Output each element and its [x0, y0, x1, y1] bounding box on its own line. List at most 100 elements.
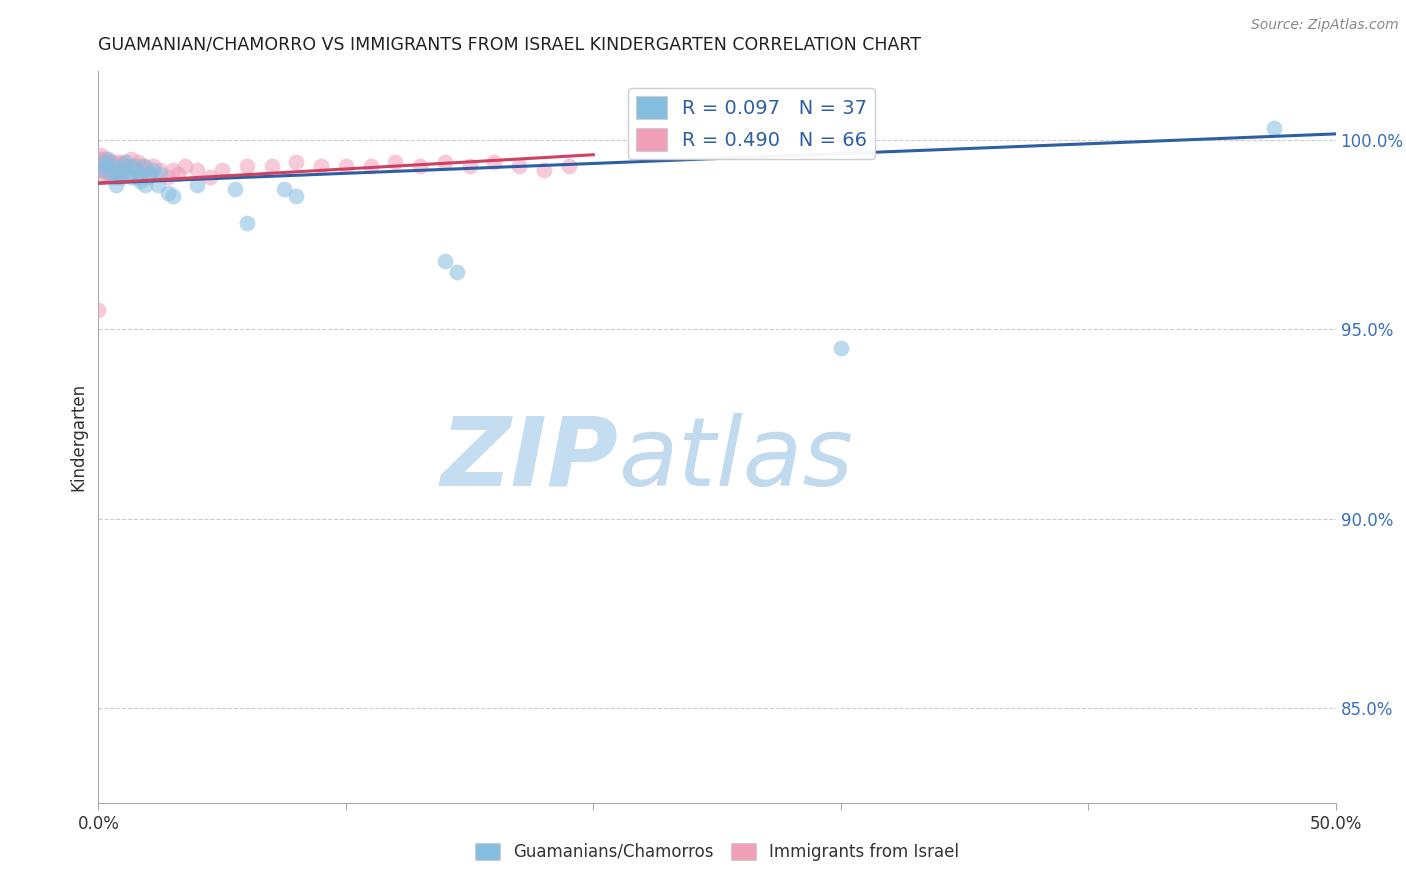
- Point: [93, 155, 115, 169]
- Point: [309, 159, 332, 173]
- Point: [100, 167, 122, 181]
- Point: [122, 159, 145, 173]
- Point: [142, 162, 165, 177]
- Point: [484, 155, 506, 169]
- Point: [211, 162, 233, 177]
- Point: [104, 178, 127, 192]
- Point: [446, 265, 468, 279]
- Point: [129, 159, 152, 173]
- Point: [1263, 121, 1285, 136]
- Point: [120, 152, 142, 166]
- Point: [124, 162, 146, 177]
- Point: [198, 170, 221, 185]
- Point: [533, 162, 555, 177]
- Point: [104, 159, 127, 173]
- Point: [120, 170, 142, 185]
- Point: [260, 159, 283, 173]
- Point: [166, 167, 188, 181]
- Point: [110, 170, 132, 185]
- Point: [93, 167, 115, 181]
- Y-axis label: Kindergarten: Kindergarten: [69, 383, 87, 491]
- Point: [107, 162, 129, 177]
- Point: [97, 159, 120, 173]
- Point: [110, 170, 132, 185]
- Point: [129, 174, 152, 188]
- Point: [107, 155, 129, 169]
- Point: [146, 178, 169, 192]
- Point: [156, 170, 179, 185]
- Point: [557, 159, 579, 173]
- Legend: Guamanians/Chamorros, Immigrants from Israel: Guamanians/Chamorros, Immigrants from Is…: [468, 836, 966, 868]
- Point: [103, 159, 125, 173]
- Point: [104, 170, 127, 185]
- Point: [409, 159, 432, 173]
- Point: [142, 159, 165, 173]
- Point: [110, 159, 132, 173]
- Point: [134, 178, 156, 192]
- Point: [285, 155, 308, 169]
- Point: [90, 162, 112, 177]
- Point: [90, 162, 112, 177]
- Point: [112, 159, 135, 173]
- Point: [149, 162, 172, 177]
- Point: [94, 152, 117, 166]
- Point: [97, 155, 120, 169]
- Point: [87, 303, 110, 318]
- Point: [224, 182, 246, 196]
- Point: [90, 147, 112, 161]
- Point: [132, 162, 155, 177]
- Point: [236, 159, 259, 173]
- Point: [103, 167, 125, 181]
- Point: [162, 162, 184, 177]
- Point: [97, 162, 120, 177]
- Point: [433, 253, 456, 268]
- Text: GUAMANIAN/CHAMORRO VS IMMIGRANTS FROM ISRAEL KINDERGARTEN CORRELATION CHART: GUAMANIAN/CHAMORRO VS IMMIGRANTS FROM IS…: [98, 36, 921, 54]
- Point: [107, 162, 129, 177]
- Point: [93, 159, 115, 173]
- Point: [132, 159, 155, 173]
- Point: [93, 162, 115, 177]
- Point: [830, 341, 852, 355]
- Point: [94, 159, 117, 173]
- Point: [104, 170, 127, 185]
- Text: Source: ZipAtlas.com: Source: ZipAtlas.com: [1251, 18, 1399, 32]
- Point: [186, 178, 208, 192]
- Point: [134, 159, 156, 173]
- Point: [90, 155, 112, 169]
- Point: [94, 159, 117, 173]
- Point: [93, 155, 115, 169]
- Point: [100, 170, 122, 185]
- Point: [139, 167, 162, 181]
- Point: [114, 155, 136, 169]
- Point: [117, 167, 139, 181]
- Point: [103, 155, 125, 169]
- Point: [136, 167, 159, 181]
- Point: [114, 162, 136, 177]
- Point: [124, 162, 146, 177]
- Point: [97, 167, 120, 181]
- Point: [458, 159, 481, 173]
- Text: ZIP: ZIP: [440, 412, 619, 506]
- Point: [112, 155, 135, 169]
- Point: [162, 189, 184, 203]
- Point: [104, 162, 127, 177]
- Point: [103, 159, 125, 173]
- Point: [117, 159, 139, 173]
- Point: [94, 155, 117, 169]
- Point: [93, 152, 115, 166]
- Point: [273, 182, 295, 196]
- Point: [90, 152, 112, 166]
- Point: [508, 159, 530, 173]
- Point: [127, 170, 149, 185]
- Point: [94, 162, 117, 177]
- Text: atlas: atlas: [619, 412, 853, 506]
- Point: [384, 155, 406, 169]
- Point: [136, 170, 159, 185]
- Point: [433, 155, 456, 169]
- Point: [335, 159, 357, 173]
- Point: [90, 159, 112, 173]
- Point: [360, 159, 382, 173]
- Point: [122, 159, 145, 173]
- Point: [149, 167, 172, 181]
- Point: [174, 159, 197, 173]
